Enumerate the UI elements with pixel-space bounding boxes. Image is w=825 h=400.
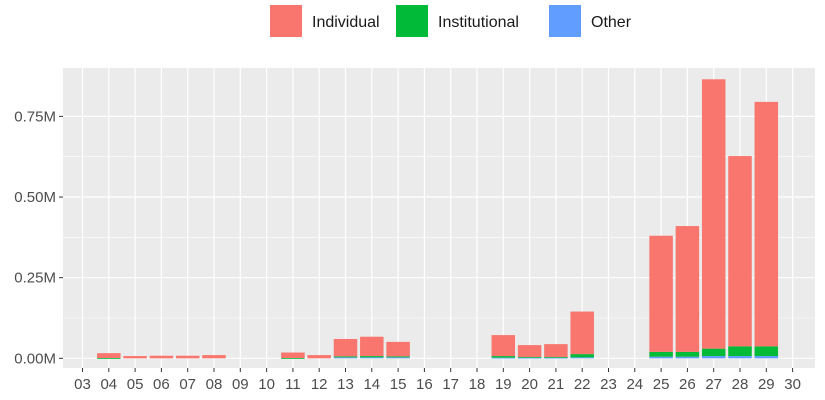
grid-lines [63,68,815,368]
legend-key [549,5,581,37]
x-tick-label: 26 [679,376,696,393]
x-tick-label: 24 [626,376,643,393]
x-tick-label: 25 [653,376,670,393]
bar-segment [701,348,726,357]
bar-segment [281,352,305,358]
x-tick-label: 23 [600,376,617,393]
bar-segment [570,311,594,355]
bar-segment [97,358,121,359]
bar-segment [544,344,568,358]
bar-segment [333,338,358,357]
x-tick-label: 27 [705,376,722,393]
bar-segment [149,355,174,359]
bar-segment [754,346,779,357]
x-tick-label: 08 [206,376,223,393]
bar-segment [675,226,700,352]
y-tick-label: 0.00M [14,350,56,367]
legend-label: Institutional [438,14,519,31]
x-tick-label: 28 [732,376,749,393]
y-tick-label: 0.50M [14,189,56,206]
x-tick-label: 18 [469,376,486,393]
bar-segment [517,357,542,359]
bar-segment [570,354,594,358]
bar-segment [544,357,568,358]
bar-segment [701,356,726,359]
bar-segment [307,355,331,359]
legend-key [270,5,302,37]
bar-segment [675,351,700,357]
bar-segment [754,356,779,359]
bar-segment [123,356,147,359]
x-tick-label: 03 [74,376,91,393]
bars [97,79,779,359]
bar-segment [491,335,516,357]
x-tick-label: 04 [100,376,117,393]
x-tick-label: 14 [363,376,380,393]
x-tick-label: 30 [784,376,801,393]
bar-segment [491,357,516,359]
bar-segment [517,345,542,358]
bar-segment [649,351,673,357]
x-tick-label: 16 [416,376,433,393]
bar-segment [386,341,410,357]
legend-label: Other [591,14,632,31]
x-tick-label: 10 [258,376,275,393]
bar-segment [386,357,410,359]
bar-segment [360,356,384,358]
x-tick-label: 06 [153,376,170,393]
x-tick-label: 07 [179,376,196,393]
bar-segment [675,356,700,359]
x-tick-label: 15 [390,376,407,393]
bar-segment [202,355,226,359]
bar-segment [754,101,779,347]
bar-segment [570,357,594,359]
x-tick-label: 20 [521,376,538,393]
bar-segment [517,357,542,358]
bar-segment [281,358,305,359]
bar-segment [544,357,568,359]
bar-segment [333,357,358,359]
bar-segment [175,355,200,359]
bar-segment [386,356,410,358]
legend-key [396,5,428,37]
axes: 0.00M 0.25M 0.50M 0.75M 03 04 05 06 07 08 09 10 11 12… [14,108,801,393]
x-tick-label: 09 [232,376,249,393]
y-tick-label: 0.25M [14,270,56,287]
legend-label: Individual [312,14,380,31]
bar-segment [649,356,673,359]
x-tick-label: 19 [495,376,512,393]
bar-segment [728,156,752,347]
x-tick-label: 05 [127,376,144,393]
x-tick-label: 13 [337,376,354,393]
bar-segment [360,357,384,359]
bar-segment [491,356,516,358]
y-tick-label: 0.75M [14,108,56,125]
x-tick-label: 21 [548,376,565,393]
x-tick-label: 12 [311,376,328,393]
bar-segment [701,79,726,349]
bar-segment [97,353,121,358]
bar-segment [728,356,752,359]
x-tick-label: 29 [758,376,775,393]
x-tick-label: 11 [285,376,301,393]
x-tick-label: 17 [442,376,459,393]
x-tick-label: 22 [574,376,591,393]
legend: Individual Institutional Other [270,5,632,37]
bar-segment [728,346,752,357]
bar-segment [333,356,358,358]
bar-segment [649,235,673,352]
bar-segment [360,336,384,357]
